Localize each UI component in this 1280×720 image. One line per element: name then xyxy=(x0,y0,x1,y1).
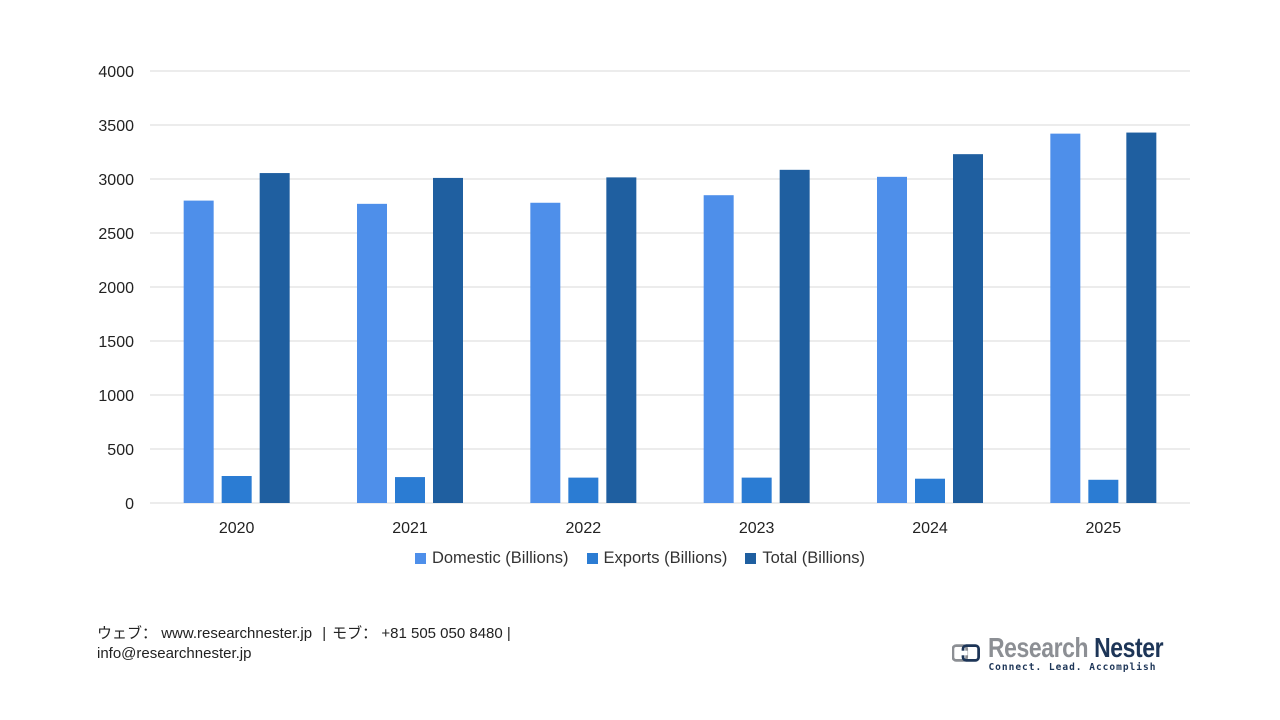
bars xyxy=(183,132,1157,504)
y-tick-label: 1000 xyxy=(98,388,134,405)
contact-line-1: ウェブ： www.researchnester.jp | モブ： +81 505 … xyxy=(97,624,511,644)
bar-exports-2024 xyxy=(915,478,945,503)
bar-total-2023 xyxy=(779,169,810,503)
x-tick-label: 2024 xyxy=(912,520,948,537)
logo-text: Research Nester Connect. Lead. Accomplis… xyxy=(988,631,1202,673)
y-tick-label: 3000 xyxy=(98,172,134,189)
y-tick-label: 500 xyxy=(107,442,134,459)
logo-tagline: Connect. Lead. Accomplish xyxy=(988,661,1157,673)
logo-name-research: Research xyxy=(988,631,1089,663)
x-tick-label: 2020 xyxy=(219,520,255,537)
logo-name-nester: Nester xyxy=(1094,631,1164,663)
bar-total-2025 xyxy=(1126,132,1157,503)
legend-item-total: Total (Billions) xyxy=(745,549,865,568)
bar-total-2021 xyxy=(433,177,463,504)
bar-domestic-2025 xyxy=(1050,133,1081,503)
contact-footer: ウェブ： www.researchnester.jp | モブ： +81 505 … xyxy=(97,624,511,664)
x-tick-label: 2022 xyxy=(566,520,602,537)
legend-label-domestic: Domestic (Billions) xyxy=(431,549,569,567)
logo-name: Research Nester xyxy=(988,631,1164,663)
bar-total-2024 xyxy=(953,154,983,503)
y-tick-label: 2500 xyxy=(98,226,134,243)
y-tick-label: 1500 xyxy=(98,334,134,351)
logo-mark-icon xyxy=(952,644,980,662)
y-tick-label: 4000 xyxy=(98,64,134,81)
phone-number[interactable]: +81 505 050 8480 xyxy=(381,625,503,642)
bar-domestic-2022 xyxy=(530,202,561,503)
research-nester-logo: Research Nester Connect. Lead. Accomplis… xyxy=(952,632,1202,674)
x-tick-label: 2025 xyxy=(1086,520,1122,537)
bar-total-2022 xyxy=(606,177,637,503)
legend-item-exports: Exports (Billions) xyxy=(586,549,728,568)
web-label: ウェブ： xyxy=(97,625,158,642)
bar-domestic-2021 xyxy=(357,203,387,503)
legend: Domestic (Billions) Exports (Billions) T… xyxy=(0,549,1280,568)
trailing-separator: | xyxy=(506,625,511,642)
bar-exports-2022 xyxy=(568,477,599,503)
legend-swatch-exports xyxy=(586,553,598,564)
web-link[interactable]: www.researchnester.jp xyxy=(161,625,313,642)
x-tick-label: 2023 xyxy=(739,520,775,537)
y-tick-label: 2000 xyxy=(98,280,134,297)
bar-exports-2020 xyxy=(221,476,252,503)
y-tick-label: 3500 xyxy=(98,118,134,135)
y-axis-tick-labels: 0 500 1000 1500 2000 2500 3000 3500 4000 xyxy=(98,64,134,513)
legend-label-exports: Exports (Billions) xyxy=(603,549,728,567)
legend-item-domestic: Domestic (Billions) xyxy=(414,549,569,568)
bar-domestic-2024 xyxy=(877,176,907,503)
bar-domestic-2020 xyxy=(183,200,214,503)
bar-exports-2025 xyxy=(1088,479,1119,503)
y-tick-label: 0 xyxy=(125,496,134,513)
bar-exports-2021 xyxy=(395,477,425,503)
bar-total-2020 xyxy=(259,173,290,503)
legend-swatch-total xyxy=(745,553,757,564)
bar-exports-2023 xyxy=(741,477,772,503)
email-link[interactable]: info@researchnester.jp xyxy=(97,645,252,662)
legend-label-total: Total (Billions) xyxy=(762,549,866,567)
gridlines xyxy=(150,70,1190,504)
x-axis-tick-labels: 2020 2021 2022 2023 2024 2025 xyxy=(219,520,1121,537)
bar-domestic-2023 xyxy=(703,195,734,503)
phone-label: モブ： xyxy=(332,625,378,642)
legend-swatch-domestic xyxy=(414,553,426,564)
x-tick-label: 2021 xyxy=(392,520,428,537)
separator: | xyxy=(322,625,327,642)
